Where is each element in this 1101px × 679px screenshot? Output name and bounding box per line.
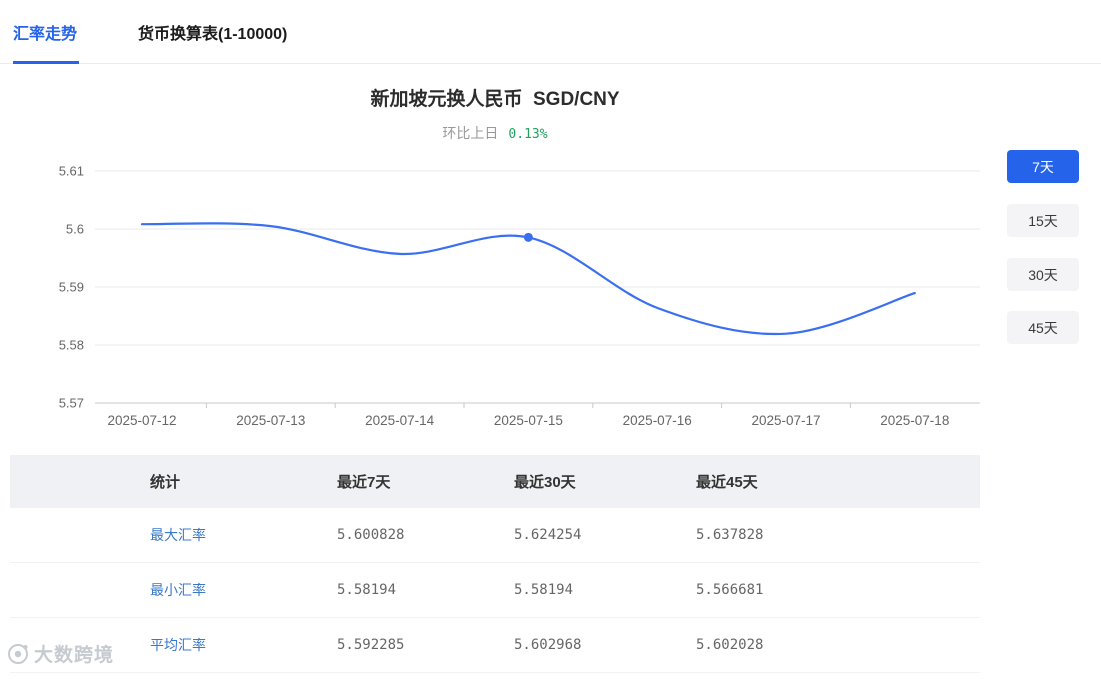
col-header-45d: 最近45天 <box>696 474 758 491</box>
y-axis-label: 5.61 <box>59 164 84 179</box>
table-row-avg-rate: 平均汇率 5.592285 5.602968 5.602028 <box>10 618 980 673</box>
max-rate-45d: 5.637828 <box>696 527 764 543</box>
rate-line-chart: 5.61 5.6 5.59 5.58 5.57 2025-07-12 2025-07-13 2… <box>20 148 980 440</box>
rate-chart-svg: 5.61 5.6 5.59 5.58 5.57 2025-07-12 2025-07-13 2… <box>59 164 980 428</box>
y-axis-label: 5.59 <box>59 280 84 295</box>
min-rate-7d: 5.58194 <box>337 582 397 598</box>
chart-title: 新加坡元换人民币 SGD/CNY <box>370 89 620 110</box>
avg-rate-7d: 5.592285 <box>337 637 405 653</box>
x-axis-label: 2025-07-17 <box>751 413 820 428</box>
y-axis-label: 5.58 <box>59 338 84 353</box>
day-over-day-value: 0.13% <box>508 127 548 142</box>
tab-conversion-table-label: 货币换算表(1-10000) <box>138 26 288 43</box>
x-axis-label: 2025-07-13 <box>236 413 305 428</box>
avg-rate-45d: 5.602028 <box>696 637 764 653</box>
watermark-globe-icon <box>8 643 28 664</box>
col-header-7d: 最近7天 <box>337 474 391 491</box>
stats-table-header: 统计 最近7天 最近30天 最近45天 <box>10 455 980 508</box>
x-axis-label: 2025-07-12 <box>107 413 176 428</box>
stats-table: 统计 最近7天 最近30天 最近45天 最大汇率 5.600828 5.6242… <box>10 455 980 673</box>
avg-rate-30d: 5.602968 <box>514 637 582 653</box>
tab-rate-trend-label: 汇率走势 <box>13 26 78 43</box>
watermark-logo: 大数跨境 <box>6 640 114 667</box>
range-button-7d[interactable]: 7天 <box>1007 150 1079 183</box>
watermark-text: 大数跨境 <box>34 645 115 666</box>
range-button-15d[interactable]: 15天 <box>1007 204 1079 237</box>
col-header-stat: 统计 <box>150 474 181 491</box>
tab-rate-trend[interactable]: 汇率走势 <box>13 0 80 64</box>
x-axis-label: 2025-07-14 <box>365 413 435 428</box>
max-rate-7d: 5.600828 <box>337 527 405 543</box>
avg-rate-link[interactable]: 平均汇率 <box>150 637 206 653</box>
min-rate-45d: 5.566681 <box>696 582 764 598</box>
min-rate-30d: 5.58194 <box>514 582 574 598</box>
x-axis-label: 2025-07-18 <box>880 413 949 428</box>
tab-conversion-table[interactable]: 货币换算表(1-10000) <box>138 0 287 64</box>
col-header-30d: 最近30天 <box>514 474 576 491</box>
table-row-min-rate: 最小汇率 5.58194 5.58194 5.566681 <box>10 563 980 618</box>
range-button-45d[interactable]: 45天 <box>1007 311 1079 344</box>
y-axis-label: 5.6 <box>66 222 84 237</box>
tab-bar: 汇率走势 货币换算表(1-10000) <box>0 0 1101 64</box>
max-rate-link[interactable]: 最大汇率 <box>150 527 206 543</box>
x-axis-label: 2025-07-15 <box>494 413 563 428</box>
table-row-max-rate: 最大汇率 5.600828 5.624254 5.637828 <box>10 508 980 563</box>
highlight-dot <box>523 232 533 242</box>
day-over-day-label: 环比上日 <box>442 125 499 141</box>
y-axis-label: 5.57 <box>59 396 84 411</box>
range-button-30d[interactable]: 30天 <box>1007 258 1079 291</box>
max-rate-30d: 5.624254 <box>514 527 582 543</box>
min-rate-link[interactable]: 最小汇率 <box>150 582 206 598</box>
chart-header: 新加坡元换人民币 SGD/CNY 环比上日 0.13% <box>0 84 990 143</box>
x-axis-label: 2025-07-16 <box>623 413 692 428</box>
chart-subtitle: 环比上日 0.13% <box>0 123 990 143</box>
